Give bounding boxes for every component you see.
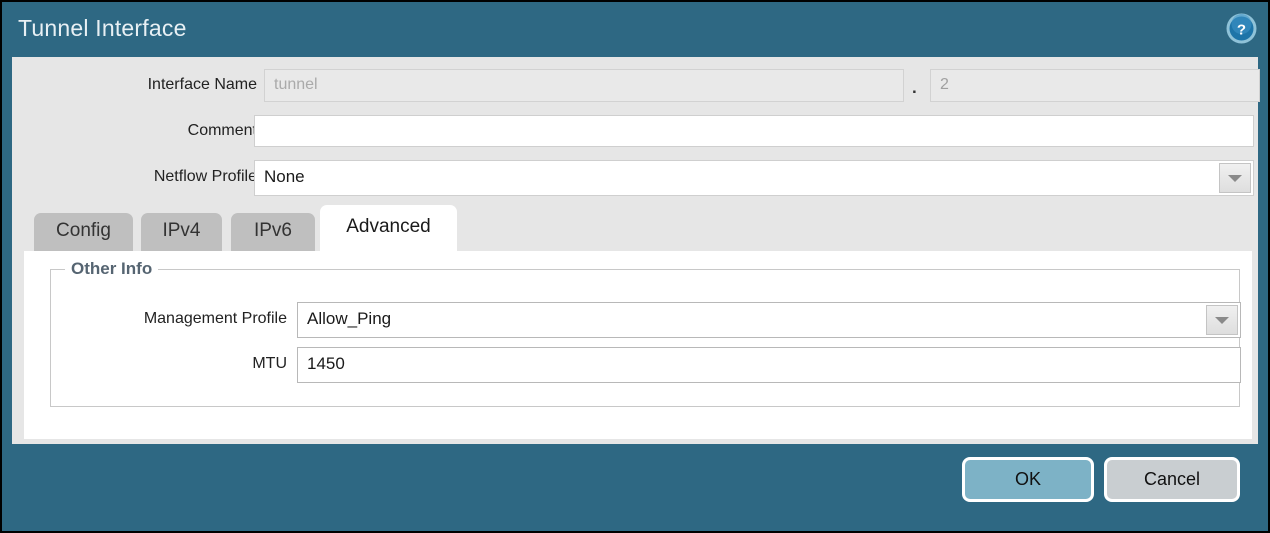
chevron-down-icon	[1215, 317, 1229, 324]
dialog-footer: OK Cancel	[2, 444, 1268, 531]
dialog-title: Tunnel Interface	[18, 15, 187, 41]
comment-label: Comment	[187, 122, 257, 139]
chevron-down-icon	[1228, 175, 1242, 182]
tab-advanced-label: Advanced	[346, 216, 431, 237]
dialog-titlebar: Tunnel Interface ?	[2, 2, 1268, 57]
interface-name-separator: .	[912, 78, 917, 97]
netflow-profile-value: None	[264, 167, 305, 186]
netflow-profile-select[interactable]: None	[254, 160, 1254, 196]
tab-ipv4-label: IPv4	[162, 220, 201, 241]
ok-button[interactable]: OK	[962, 457, 1094, 502]
tab-advanced[interactable]: Advanced	[320, 205, 457, 251]
mtu-input[interactable]: 1450	[297, 347, 1241, 383]
other-info-legend: Other Info	[65, 259, 159, 279]
other-info-fieldset: Other Info Management Profile Allow_Ping…	[50, 259, 1241, 407]
tab-ipv4[interactable]: IPv4	[141, 213, 222, 251]
interface-name-placeholder: tunnel	[274, 76, 318, 93]
cancel-button[interactable]: Cancel	[1104, 457, 1240, 502]
comment-input[interactable]	[254, 115, 1254, 147]
interface-number-input[interactable]: 2	[930, 69, 1260, 102]
interface-number-placeholder: 2	[940, 76, 949, 93]
help-circle-icon[interactable]: ?	[1226, 13, 1257, 44]
netflow-profile-dropdown-button[interactable]	[1219, 163, 1251, 193]
dialog-body: Interface Name tunnel . 2 Comment Netflo…	[12, 57, 1260, 444]
tab-ipv6[interactable]: IPv6	[231, 213, 315, 251]
management-profile-dropdown-button[interactable]	[1206, 305, 1238, 335]
tab-panel-advanced: Other Info Management Profile Allow_Ping…	[24, 251, 1252, 439]
tab-config-label: Config	[56, 220, 111, 241]
interface-name-input[interactable]: tunnel	[264, 69, 904, 102]
management-profile-label: Management Profile	[143, 310, 287, 327]
tab-strip: Config IPv4 IPv6 Advanced	[24, 205, 1252, 251]
netflow-profile-label: Netflow Profile	[153, 168, 257, 185]
mtu-label: MTU	[252, 355, 287, 372]
management-profile-value: Allow_Ping	[307, 309, 392, 328]
tab-config[interactable]: Config	[34, 213, 133, 251]
mtu-value: 1450	[307, 354, 345, 373]
management-profile-select[interactable]: Allow_Ping	[297, 302, 1241, 338]
interface-name-label: Interface Name	[147, 76, 257, 93]
svg-text:?: ?	[1237, 22, 1246, 39]
tab-ipv6-label: IPv6	[253, 220, 293, 241]
